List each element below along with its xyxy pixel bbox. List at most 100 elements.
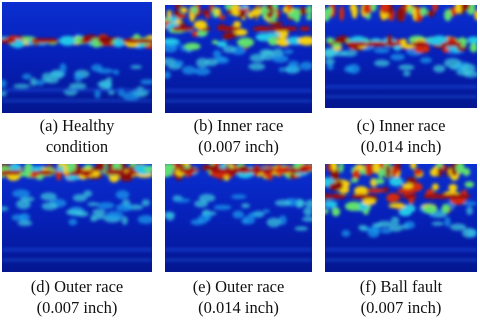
blob: [433, 64, 446, 73]
blob: [17, 220, 33, 227]
blob: [36, 170, 55, 176]
blob: [354, 186, 369, 196]
blob: [303, 206, 312, 216]
blob: [450, 223, 466, 231]
blob: [2, 206, 9, 212]
blob: [282, 6, 288, 14]
blob: [265, 5, 274, 19]
blob: [400, 38, 407, 46]
blob: [341, 229, 351, 237]
blob: [366, 188, 385, 193]
blob: [452, 193, 471, 199]
blob: [92, 209, 106, 216]
blob: [294, 226, 308, 231]
blob: [113, 69, 120, 75]
caption-line: (c) Inner race: [357, 116, 446, 135]
blob: [28, 172, 39, 178]
blob: [299, 26, 311, 32]
blob: [372, 164, 380, 174]
blob: [30, 77, 37, 87]
blob: [2, 91, 7, 97]
blob: [410, 182, 423, 192]
scalogram-blobs: [325, 164, 477, 262]
blob: [350, 178, 359, 183]
blob: [68, 218, 78, 226]
blob: [180, 7, 188, 14]
blob: [191, 31, 199, 37]
blob: [66, 164, 76, 173]
blob: [211, 40, 219, 45]
caption-line: (e) Outer race: [193, 277, 285, 296]
blob: [371, 222, 383, 228]
stripe: [165, 100, 312, 103]
blob: [461, 227, 476, 238]
blob: [431, 212, 447, 218]
blob: [397, 187, 416, 195]
scalogram-blobs: [2, 164, 152, 262]
stripe: [165, 248, 312, 252]
blob: [194, 200, 208, 208]
stripe: [325, 248, 477, 252]
blob: [391, 168, 400, 175]
blob: [413, 168, 423, 176]
blob: [469, 42, 477, 53]
blob: [464, 181, 475, 188]
blob: [406, 177, 417, 184]
blob: [339, 5, 345, 21]
stripe: [325, 259, 477, 262]
stripe: [325, 85, 477, 89]
blob: [429, 168, 439, 177]
blob: [169, 15, 178, 23]
blob: [233, 20, 242, 28]
blob: [325, 37, 335, 43]
blob: [274, 199, 292, 207]
blob: [373, 178, 385, 185]
blob: [402, 193, 417, 199]
blob: [445, 41, 463, 47]
blob: [272, 54, 289, 63]
blob: [431, 183, 439, 191]
blob: [388, 203, 406, 209]
blob: [165, 44, 178, 53]
blob: [401, 183, 413, 189]
blob: [197, 29, 208, 37]
blob: [248, 62, 266, 71]
blob: [398, 64, 415, 71]
blob: [467, 36, 477, 44]
blob: [361, 198, 377, 206]
blob: [111, 170, 126, 176]
blob: [237, 37, 255, 48]
scalogram: [325, 5, 477, 108]
blob: [287, 65, 297, 73]
blob: [231, 5, 241, 17]
blob: [196, 57, 209, 68]
caption-line: (b) Inner race: [194, 116, 284, 135]
blob: [64, 175, 80, 181]
blob: [165, 164, 175, 172]
blob: [223, 32, 238, 39]
blob: [331, 207, 341, 217]
blob: [165, 71, 171, 79]
blob: [410, 41, 431, 47]
scalogram: [165, 164, 312, 272]
scalogram-bg: [165, 5, 312, 113]
blob: [202, 9, 209, 16]
blob: [264, 32, 281, 37]
blob: [215, 7, 221, 17]
blob: [130, 64, 143, 70]
blob: [396, 7, 405, 22]
blob: [462, 168, 471, 177]
blob: [49, 69, 64, 80]
caption-line: (f) Ball fault: [360, 277, 443, 296]
blob: [72, 193, 88, 202]
blob: [250, 8, 262, 16]
blob: [325, 209, 329, 214]
blob: [267, 36, 279, 46]
blob: [419, 57, 432, 64]
blob: [105, 210, 124, 221]
scalogram-blobs: [165, 5, 312, 103]
blob: [390, 216, 400, 225]
blob: [345, 41, 359, 47]
blob: [362, 5, 372, 15]
blob: [403, 70, 411, 77]
